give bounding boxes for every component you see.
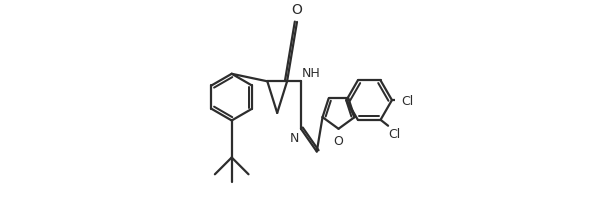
Text: O: O	[334, 134, 343, 147]
Text: Cl: Cl	[401, 94, 414, 107]
Text: NH: NH	[302, 67, 321, 80]
Text: N: N	[290, 131, 300, 144]
Text: Cl: Cl	[389, 127, 401, 140]
Text: O: O	[291, 3, 303, 17]
